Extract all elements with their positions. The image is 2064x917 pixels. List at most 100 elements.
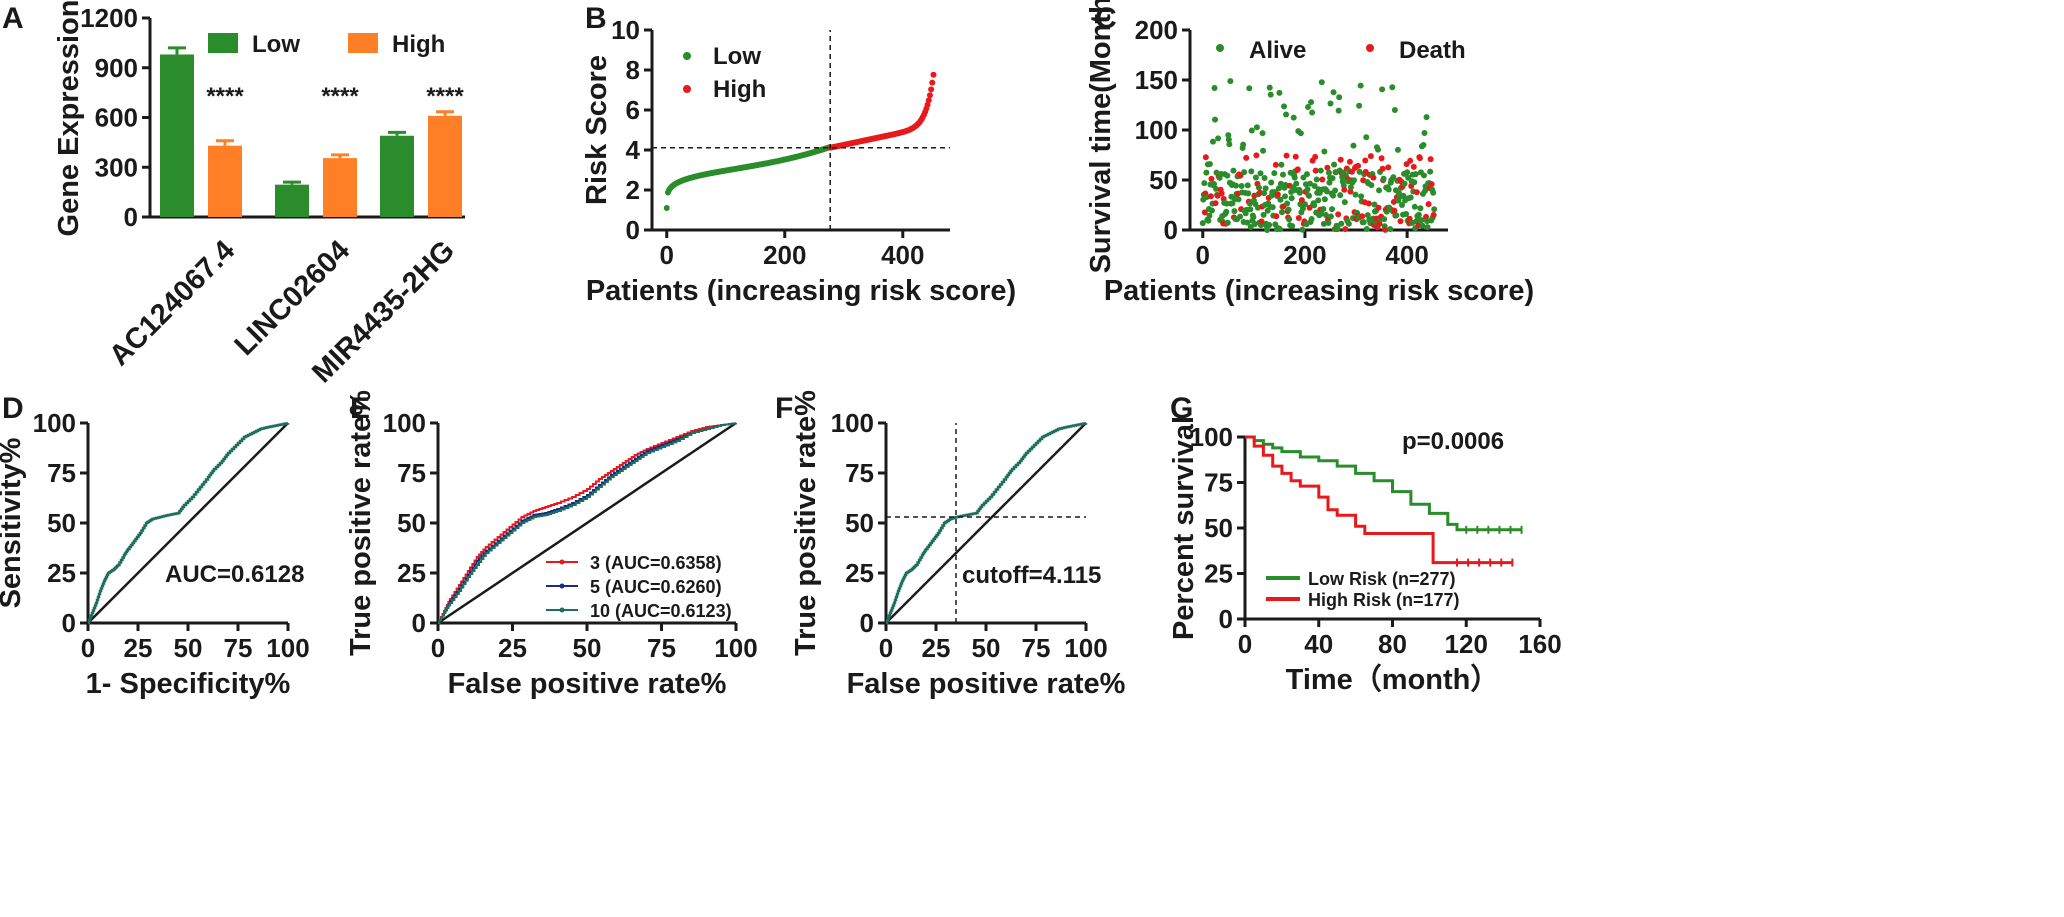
point-death [1298,197,1305,204]
x-tick-label: 0 [1196,240,1210,270]
point-alive [1240,141,1247,148]
y-axis-title: True positive rate% [790,390,822,656]
point-alive [1347,184,1354,191]
point-alive [1266,84,1273,91]
y-tick-label: 8 [626,55,640,85]
legend-label: Low [713,43,761,70]
point-alive [1326,179,1333,186]
point-alive [1281,103,1288,110]
point-alive [1245,190,1252,197]
point-alive [1309,109,1316,116]
point-alive [1325,169,1332,176]
point-alive [1403,211,1410,218]
x-tick-label: 0 [879,633,893,663]
point-alive [1206,212,1213,219]
point-death [1335,211,1342,218]
point-alive [1418,217,1425,224]
point-alive [1238,183,1245,190]
legend-label: 10 (AUC=0.6123) [590,601,732,621]
point-alive [1422,187,1429,194]
x-tick-label: 75 [224,633,253,663]
x-tick-label: 100 [714,633,757,663]
panel-label-c: C [1095,2,1117,35]
legend-dot [683,52,691,60]
point-alive [1284,200,1291,207]
panel-label-f: F [775,392,793,425]
point-alive [1286,216,1293,223]
point-alive [1394,146,1401,153]
point-alive [1279,171,1286,178]
point-alive [1296,189,1303,196]
x-tick-label: 200 [1283,240,1326,270]
point-alive [1308,99,1315,106]
point-alive [1223,208,1230,215]
point-alive [1209,138,1216,145]
point-death [1416,155,1423,162]
point-death [1295,214,1302,221]
point-death [1201,209,1208,216]
point-alive [1412,171,1419,178]
y-tick-label: 75 [397,458,426,488]
y-tick-label: 1200 [80,3,138,33]
x-tick-label: 400 [1385,240,1428,270]
point-death [1391,207,1398,214]
y-tick-label: 0 [1219,604,1233,634]
point-death [1319,176,1326,183]
y-axis-title: Sensitivity% [0,437,27,608]
cutoff-annotation: cutoff=4.115 [962,562,1101,589]
point-alive [1379,86,1386,93]
point-alive [1411,203,1418,210]
x-category-label: AC124067.4 [103,234,241,372]
point-death [1367,153,1374,160]
panel-c-survival-scatter: 0 50 100 150 200 0 200 400 Patients (increasing … [1085,0,1534,307]
point-alive [1338,220,1345,227]
y-tick-label: 50 [1149,165,1178,195]
point-death [1208,175,1215,182]
point-alive [1275,185,1282,192]
point-death [1407,157,1414,164]
legend-label: High Risk (n=177) [1308,590,1460,610]
point-alive [1389,84,1396,91]
y-tick-label: 75 [845,458,874,488]
x-axis-title: Patients (increasing risk score) [586,275,1016,307]
point-alive [1261,175,1268,182]
point-death [1274,191,1281,198]
y-tick-label: 50 [845,508,874,538]
point-alive [1380,175,1387,182]
x-axis-title: Time（month） [1286,663,1500,696]
point-alive [1264,226,1271,233]
point-alive [1358,193,1365,200]
point-death [1359,213,1366,220]
point-death [1243,154,1250,161]
point-alive [1417,205,1424,212]
point-death [1370,174,1377,181]
panel-e-time-roc: 0 25 50 75 100 0 25 50 75 100 False positive rate%… [345,390,758,700]
point-alive [1345,220,1352,227]
panel-label-e: E [350,392,370,425]
point-death [1324,164,1331,171]
x-axis-title: False positive rate% [448,668,727,700]
y-tick-label: 150 [1135,65,1178,95]
x-tick-label: 80 [1378,629,1407,659]
point-alive [1206,161,1213,168]
point-alive [1390,174,1397,181]
legend-swatch [348,33,378,53]
point-death [1292,153,1299,160]
legend-dot [1366,44,1374,52]
point-alive [1260,211,1267,218]
point-alive [1235,196,1242,203]
point-alive [1247,206,1254,213]
point-death [1390,198,1397,205]
point-death [1341,186,1348,193]
point-death [1428,181,1435,188]
point-alive [1424,224,1431,231]
point-death [1385,164,1392,171]
point-death [1342,226,1349,233]
panel-d-roc-curve: 0 25 50 75 100 0 25 50 75 100 1- Specificity% Sensi… [0,408,310,700]
point-death [1202,154,1209,161]
panel-f-cutoff-roc: 0 25 50 75 100 0 25 50 75 100 False positive rate%… [790,390,1126,700]
x-tick-label: 50 [972,633,1001,663]
point-alive [1276,226,1283,233]
panel-label-d: D [2,392,24,425]
